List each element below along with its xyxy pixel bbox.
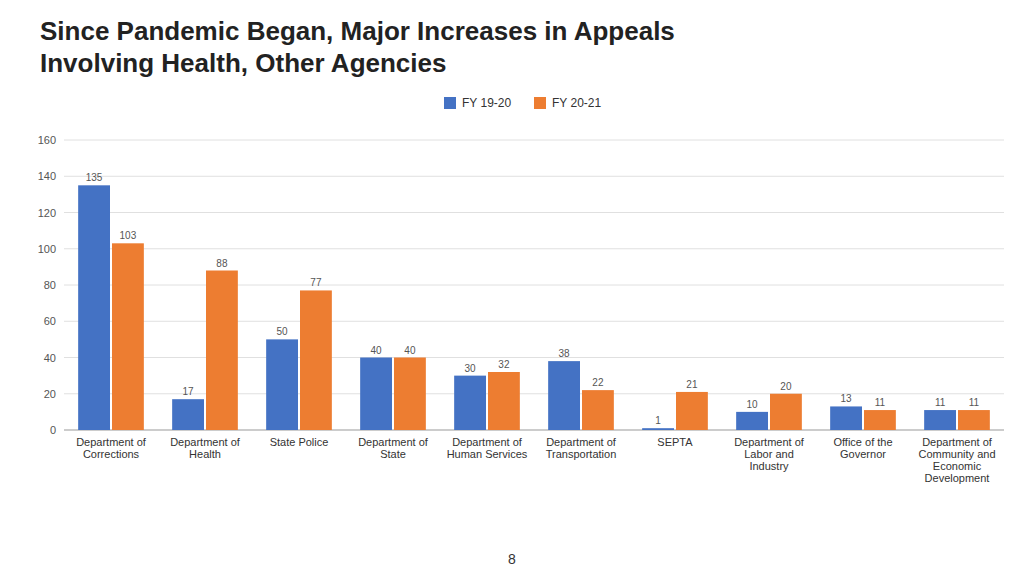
x-tick-label: Department ofLabor andIndustry [734, 436, 805, 472]
data-label: 40 [371, 345, 383, 356]
y-tick-label: 140 [38, 170, 56, 182]
bar [172, 399, 204, 430]
data-label: 77 [310, 277, 322, 288]
data-label: 11 [969, 397, 980, 408]
bar [548, 361, 580, 430]
grid [64, 140, 1004, 430]
data-label: 30 [465, 363, 477, 374]
data-label: 135 [86, 172, 103, 183]
bar [112, 243, 144, 430]
grid-line [64, 248, 1004, 249]
bar [924, 410, 956, 430]
data-label: 103 [120, 230, 137, 241]
bar [454, 376, 486, 430]
data-label: 11 [875, 397, 886, 408]
data-label: 1 [655, 415, 661, 426]
annotation: 8 [508, 551, 516, 567]
data-label: 50 [277, 326, 289, 337]
bar [770, 394, 802, 430]
legend-swatch [534, 97, 546, 109]
grid-line [64, 212, 1004, 213]
bar [642, 428, 674, 430]
y-tick-label: 20 [44, 388, 56, 400]
bar [676, 392, 708, 430]
bar [488, 372, 520, 430]
chart: Since Pandemic Began, Major Increases in… [0, 0, 1024, 576]
y-tick-label: 100 [38, 243, 56, 255]
legend: FY 19-20 FY 20-21 [444, 96, 601, 110]
bar [266, 339, 298, 430]
data-label: 13 [841, 393, 853, 404]
x-tick-label: SEPTA [657, 436, 693, 448]
legend-swatch [444, 97, 456, 109]
legend-label: FY 19-20 [462, 96, 511, 110]
x-tick-label: Department ofHuman Services [447, 436, 528, 460]
title: Since Pandemic Began, Major Increases in… [40, 16, 675, 78]
x-tick-label: Department ofHealth [170, 436, 241, 460]
grid-line [64, 176, 1004, 177]
bar [958, 410, 990, 430]
x-tick-label: Department ofCommunity andEconomicDevelo… [918, 436, 995, 484]
data-label: 88 [216, 258, 228, 269]
bar [360, 358, 392, 431]
data-label: 38 [559, 348, 571, 359]
y-tick-label: 0 [50, 424, 56, 436]
data-label: 10 [747, 399, 759, 410]
data-label: 40 [404, 345, 416, 356]
grid-line [64, 285, 1004, 286]
grid-line [64, 321, 1004, 322]
grid-line [64, 393, 1004, 394]
bar [394, 358, 426, 431]
bars [78, 185, 990, 430]
bar [206, 271, 238, 431]
bar [300, 290, 332, 430]
data-label: 11 [935, 397, 946, 408]
bar [864, 410, 896, 430]
x-tick-label: State Police [270, 436, 329, 448]
data-label: 21 [686, 379, 698, 390]
bar [582, 390, 614, 430]
x-tick-label: Department ofTransportation [546, 436, 617, 460]
grid-line [64, 430, 1004, 431]
grid-line [64, 357, 1004, 358]
data-label: 22 [592, 377, 604, 388]
x-tick-label: Office of theGovernor [833, 436, 892, 460]
legend-label: FY 20-21 [552, 96, 601, 110]
x-tick-label: Department ofCorrections [76, 436, 147, 460]
bar [830, 406, 862, 430]
data-label: 20 [780, 381, 792, 392]
data-labels: 135 103 17 88 50 77 40 40 30 32 38 22 1 21 10 20 13 11 11 1… [86, 172, 980, 426]
x-tick-label: Department ofState [358, 436, 429, 460]
y-tick-label: 40 [44, 352, 56, 364]
bar [736, 412, 768, 430]
bar [78, 185, 110, 430]
y-tick-label: 120 [38, 207, 56, 219]
y-tick-label: 160 [38, 134, 56, 146]
grid-line [64, 140, 1004, 141]
y-tick-label: 60 [44, 315, 56, 327]
y-tick-label: 80 [44, 279, 56, 291]
data-label: 17 [183, 386, 195, 397]
data-label: 32 [498, 359, 510, 370]
